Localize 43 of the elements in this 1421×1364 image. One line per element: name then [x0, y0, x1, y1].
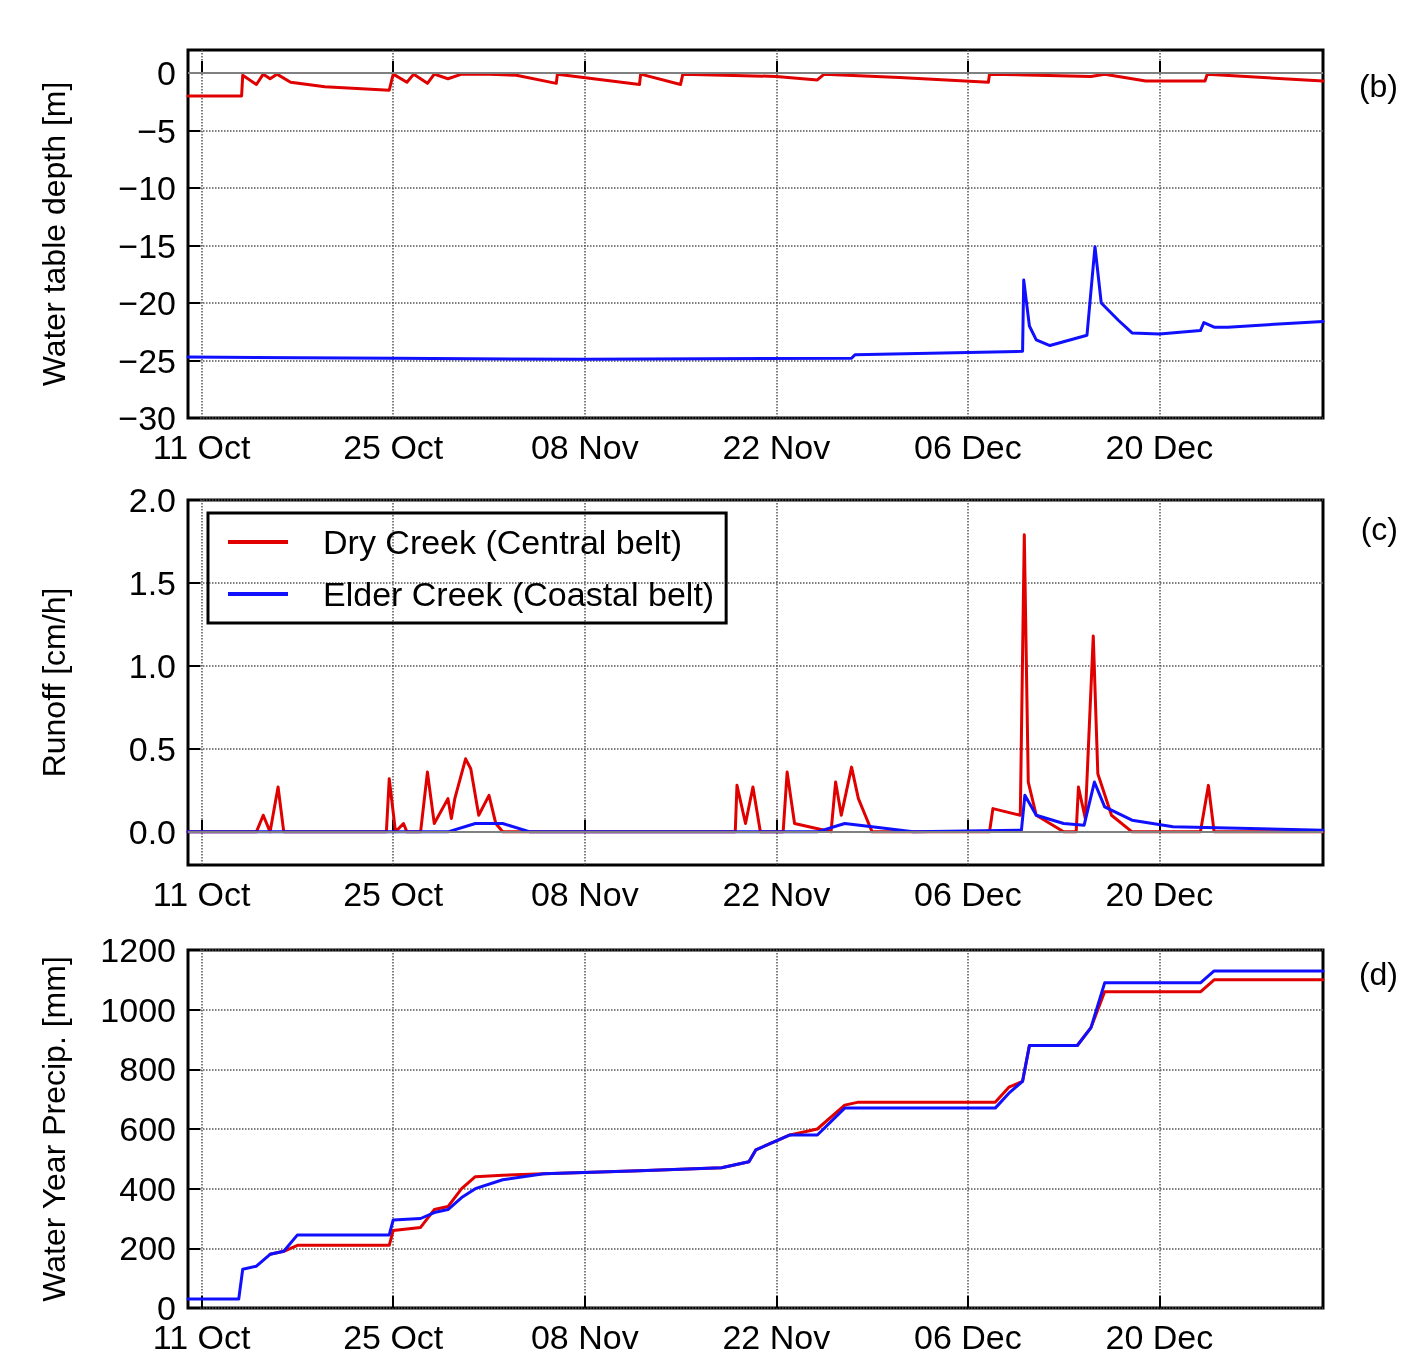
x-tick-label: 22 Nov — [722, 428, 831, 466]
x-tick-label: 08 Nov — [530, 875, 639, 913]
y-axis-title: Runoff [cm/h] — [36, 587, 72, 778]
y-tick-label: 0.0 — [128, 812, 176, 851]
x-tick-label: 08 Nov — [530, 1318, 639, 1356]
text: (b) — [1358, 68, 1398, 104]
text: (d) — [1358, 956, 1398, 992]
x-tick-label: 20 Dec — [1105, 875, 1214, 913]
y-tick-label: 1200 — [100, 931, 176, 969]
x-tick-label: 25 Oct — [343, 875, 444, 913]
legend-label: Elder Creek (Coastal belt) — [323, 575, 715, 613]
x-tick-label: 20 Dec — [1105, 428, 1214, 466]
y-tick-label: 600 — [119, 1110, 176, 1148]
y-tick-label: −10 — [118, 169, 176, 207]
y-tick-label: 400 — [119, 1169, 176, 1208]
y-tick-label: 1.5 — [128, 563, 176, 602]
y-tick-label: −25 — [118, 341, 176, 380]
y-tick-label: 800 — [119, 1050, 176, 1089]
y-axis-title: Water Year Precip. [mm] — [36, 956, 72, 1302]
x-tick-label: 06 Dec — [913, 1318, 1022, 1356]
x-tick-label: 25 Oct — [343, 428, 444, 466]
x-tick-label: 22 Nov — [722, 875, 831, 913]
y-tick-label: 1000 — [100, 990, 176, 1029]
x-tick-label: 25 Oct — [343, 1318, 444, 1356]
x-tick-label: 20 Dec — [1105, 1318, 1214, 1356]
y-tick-label: 200 — [119, 1229, 176, 1268]
legend-label: Dry Creek (Central belt) — [323, 523, 682, 561]
y-axis-title: Water table depth [m] — [36, 81, 72, 387]
x-tick-label: 06 Dec — [913, 428, 1022, 466]
y-tick-label: 2.0 — [128, 481, 176, 519]
y-tick-label: 0 — [157, 54, 176, 92]
x-tick-label: 22 Nov — [722, 1318, 831, 1356]
y-tick-label: −20 — [118, 284, 176, 322]
text: (c) — [1360, 511, 1398, 547]
x-tick-label: 08 Nov — [530, 428, 639, 466]
y-tick-label: 1.0 — [128, 646, 176, 685]
y-tick-label: −5 — [137, 111, 176, 150]
x-tick-label: 11 Oct — [152, 875, 252, 913]
y-tick-label: −15 — [118, 226, 176, 265]
y-tick-label: −30 — [118, 399, 176, 437]
x-tick-label: 06 Dec — [913, 875, 1022, 913]
y-tick-label: 0.5 — [128, 729, 176, 768]
y-tick-label: 0 — [157, 1289, 176, 1327]
